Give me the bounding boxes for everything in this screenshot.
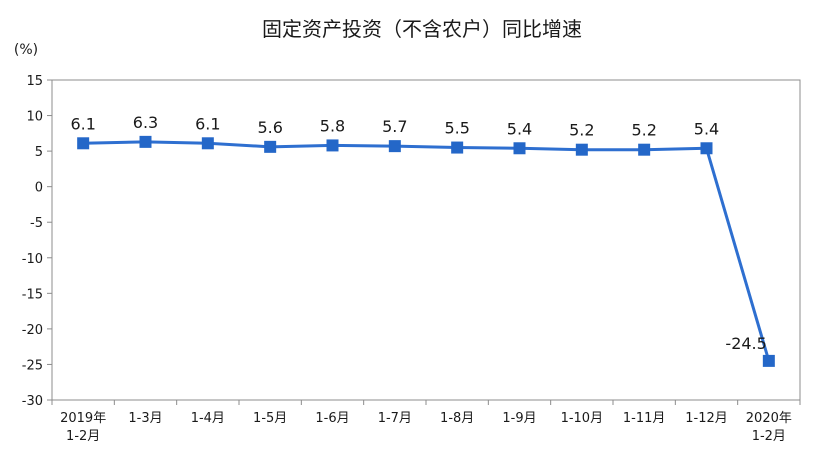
x-tick-label-line: 1-3月 xyxy=(128,411,162,426)
data-point-marker xyxy=(201,137,214,150)
x-tick-label-line: 1-2月 xyxy=(66,429,100,444)
data-point-marker xyxy=(139,135,152,148)
y-tick-label: -30 xyxy=(22,394,43,409)
x-tick-label: 2019年 1-2月 xyxy=(60,411,106,444)
y-tick-label: 10 xyxy=(26,110,43,125)
series-markers xyxy=(77,135,775,367)
x-tick-label-line: 1-5月 xyxy=(253,411,287,426)
data-point-marker xyxy=(762,354,775,367)
x-tick-label: 1-7月 xyxy=(378,411,412,426)
y-tick-label: 15 xyxy=(26,74,43,89)
y-tick-label: -15 xyxy=(22,287,43,302)
plot-frame xyxy=(51,79,801,401)
data-label: -24.5 xyxy=(725,334,766,353)
data-label: 5.5 xyxy=(444,119,469,138)
data-point-marker xyxy=(77,137,90,150)
x-tick-label-line: 1-12月 xyxy=(685,411,728,426)
x-tick-label-line: 1-4月 xyxy=(191,411,225,426)
y-tick-label: 0 xyxy=(35,181,43,196)
data-label: 5.6 xyxy=(257,118,282,137)
y-axis-unit: (%) xyxy=(14,42,38,58)
plot-area-border xyxy=(51,79,801,401)
data-point-marker xyxy=(388,140,401,153)
data-label: 5.2 xyxy=(631,121,656,140)
data-label: 6.1 xyxy=(70,114,95,133)
y-tick-label: -20 xyxy=(22,323,43,338)
y-tick-label: -25 xyxy=(22,358,43,373)
data-point-marker xyxy=(513,142,526,155)
x-tick-label-line: 1-2月 xyxy=(752,429,786,444)
x-tick-label-line: 1-10月 xyxy=(561,411,604,426)
data-label: 5.4 xyxy=(694,119,719,138)
x-tick-label: 1-12月 xyxy=(685,411,728,426)
y-axis-ticks: 15 10 5 0 -5 -10 -15 -20 -25 -30 xyxy=(22,74,52,409)
x-tick-label: 1-8月 xyxy=(440,411,474,426)
x-tick-label-line: 1-9月 xyxy=(502,411,536,426)
x-tick-label: 2020年 1-2月 xyxy=(746,411,792,444)
x-tick-label-line: 1-11月 xyxy=(623,411,666,426)
x-tick-label: 1-6月 xyxy=(315,411,349,426)
x-tick-label-line: 1-7月 xyxy=(378,411,412,426)
y-tick-label: -10 xyxy=(22,252,43,267)
chart-title: 固定资产投资（不含农户）同比增速 xyxy=(262,17,582,41)
x-tick-label: 1-3月 xyxy=(128,411,162,426)
data-label: 5.8 xyxy=(320,116,345,135)
x-tick-label-line: 2020年 xyxy=(746,411,792,426)
data-labels: 6.1 6.3 6.1 5.6 5.8 5.7 5.5 5.4 5.2 5.2 5.4 -24.5 xyxy=(70,113,766,353)
data-point-marker xyxy=(264,140,277,153)
data-point-marker xyxy=(326,139,339,152)
x-axis-ticks: 2019年 1-2月 1-3月 1-4月 1-5月 1-6月 1-7月 1-8月 1-9月 1-1… xyxy=(51,400,801,444)
x-tick-label-line: 1-6月 xyxy=(315,411,349,426)
x-tick-label-line: 1-8月 xyxy=(440,411,474,426)
y-tick-label: -5 xyxy=(30,216,43,231)
data-label: 6.3 xyxy=(133,113,158,132)
x-tick-label-line: 2019年 xyxy=(60,411,106,426)
data-label: 5.2 xyxy=(569,121,594,140)
data-point-marker xyxy=(575,143,588,156)
x-tick-label: 1-11月 xyxy=(623,411,666,426)
data-label: 5.7 xyxy=(382,117,407,136)
x-tick-label: 1-4月 xyxy=(191,411,225,426)
data-label: 5.4 xyxy=(507,119,532,138)
data-point-marker xyxy=(638,143,651,156)
x-tick-label: 1-5月 xyxy=(253,411,287,426)
series-line xyxy=(83,140,771,362)
data-point-marker xyxy=(700,142,713,155)
data-point-marker xyxy=(451,141,464,154)
series-line-group xyxy=(83,140,771,362)
x-tick-label: 1-9月 xyxy=(502,411,536,426)
data-label: 6.1 xyxy=(195,114,220,133)
x-tick-label: 1-10月 xyxy=(561,411,604,426)
y-tick-label: 5 xyxy=(35,145,43,160)
